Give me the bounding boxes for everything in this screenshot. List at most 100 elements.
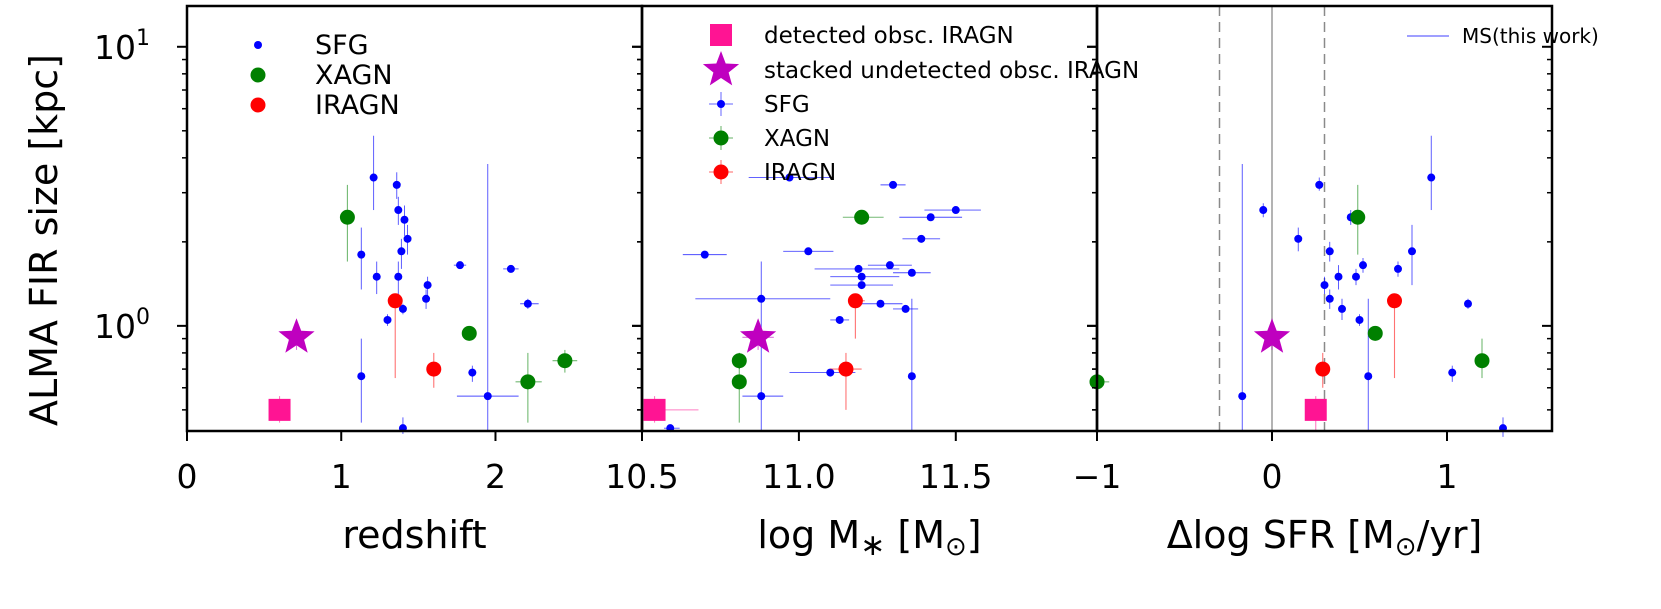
x-tick-label: 10.5	[605, 457, 678, 496]
data-point-sfg	[372, 272, 381, 281]
data-point-sfg	[885, 261, 894, 270]
legend-marker-sfg	[254, 41, 262, 49]
data-point-sfg	[423, 281, 432, 290]
data-point-sfg	[483, 392, 492, 401]
legend-label: IRAGN	[764, 160, 836, 186]
data-point-sfg	[392, 180, 401, 189]
legend-label: SFG	[764, 92, 810, 118]
error-bar	[456, 164, 519, 431]
x-axis-label: Δlog SFR [M⊙/yr]	[1167, 513, 1483, 562]
data-point-sfg	[1238, 392, 1247, 401]
x-tick-label: 1	[1437, 457, 1458, 496]
data-point-xagn	[520, 374, 536, 390]
data-point-sfg	[907, 268, 916, 277]
legend-label: detected obsc. IRAGN	[764, 23, 1014, 49]
data-point-sfg	[1294, 234, 1303, 243]
data-point-sfg	[400, 215, 409, 224]
legend-label: IRAGN	[315, 90, 400, 121]
data-point-xagn	[557, 353, 573, 369]
data-point-sfg	[700, 250, 709, 259]
data-point-iragn	[387, 293, 403, 309]
data-point-iragn	[838, 361, 854, 377]
data-point-sfg	[1394, 264, 1402, 273]
y-tick-label: 100	[94, 305, 150, 346]
data-point-sfg	[1352, 272, 1360, 281]
data-point-xagn	[854, 209, 870, 225]
legend-marker-iragn	[250, 97, 266, 113]
data-point-sfg	[422, 294, 431, 303]
data-point-xagn	[731, 374, 747, 390]
panel-delta-sfr: MS(this work) −1 0 1 Δlog SFR [M⊙/yr]	[1073, 4, 1599, 562]
data-point-sfg	[917, 234, 926, 243]
data-point-sfg	[1325, 247, 1334, 256]
data-point-sfg	[889, 180, 898, 189]
data-point-sfg	[394, 206, 403, 215]
data-point-sfg	[398, 304, 407, 313]
y-axis-label: ALMA FIR size [kpc]	[22, 54, 66, 426]
data-point-sfg	[1364, 372, 1373, 381]
data-point-stacked	[1253, 318, 1291, 353]
legend-label: XAGN	[315, 60, 393, 91]
legend-label: SFG	[315, 30, 369, 61]
legend-marker-xagn	[713, 130, 729, 146]
data-point-sfg	[506, 264, 515, 273]
data-point-sfg	[456, 261, 464, 270]
data-point-sfg	[757, 392, 766, 401]
data-point-detected	[643, 398, 666, 421]
data-point-sfg	[357, 250, 366, 259]
data-point-sfg	[1334, 272, 1343, 281]
data-point-sfg	[1464, 299, 1472, 308]
data-point-xagn	[1367, 325, 1383, 341]
data-point-stacked	[278, 318, 315, 353]
data-point-sfg	[369, 173, 378, 182]
y-tick-label: 101	[94, 26, 150, 67]
x-tick-label: −1	[1073, 457, 1122, 496]
data-point-sfg	[403, 234, 412, 243]
data-point-sfg	[1320, 281, 1329, 290]
data-point-sfg	[394, 272, 403, 281]
data-point-sfg	[397, 247, 406, 256]
data-point-sfg	[1325, 294, 1334, 303]
data-point-sfg	[1448, 368, 1457, 377]
data-point-sfg	[523, 299, 532, 308]
ms-legend-label: MS(this work)	[1462, 24, 1599, 48]
x-tick-label: 0	[1262, 457, 1283, 496]
data-point-xagn	[1350, 209, 1366, 225]
data-point-sfg	[1408, 247, 1416, 256]
data-point-iragn	[1387, 293, 1402, 309]
x-tick-label: 0	[177, 457, 198, 496]
data-point-sfg	[357, 372, 366, 381]
data-point-sfg	[926, 213, 935, 222]
data-point-sfg	[804, 247, 813, 256]
data-point-sfg	[1315, 180, 1324, 189]
data-point-sfg	[951, 206, 960, 215]
data-point-sfg	[907, 372, 916, 381]
data-point-sfg	[785, 173, 794, 182]
axes-frame	[1095, 4, 1554, 433]
data-point-iragn	[1315, 361, 1331, 377]
data-point-sfg	[876, 299, 885, 308]
x-tick-label: 2	[485, 457, 506, 496]
legend-marker-xagn	[250, 67, 266, 83]
data-point-sfg	[1338, 304, 1346, 313]
x-axis-label: redshift	[342, 513, 486, 557]
data-point-sfg	[835, 315, 844, 324]
legend-label: stacked undetected obsc. IRAGN	[764, 58, 1139, 84]
data-point-sfg	[857, 272, 866, 281]
data-point-sfg	[826, 368, 835, 377]
panel-stellar-mass: 10.5 11.0 11.5 log M∗ [M⊙] detected obsc. IR…	[605, 4, 1139, 563]
data-point-xagn	[461, 325, 477, 341]
legend-marker-iragn	[713, 164, 729, 180]
data-point-iragn	[847, 293, 863, 309]
data-point-sfg	[1359, 261, 1367, 270]
x-tick-label: 11.0	[762, 457, 835, 496]
legend-marker-sfg	[717, 100, 725, 108]
legend: detected obsc. IRAGN stacked undetected o…	[702, 23, 1139, 186]
data-point-sfg	[383, 315, 392, 324]
data-point-detected	[268, 398, 291, 421]
data-point-xagn	[1474, 353, 1490, 369]
x-axis-label: log M∗ [M⊙]	[757, 513, 981, 563]
